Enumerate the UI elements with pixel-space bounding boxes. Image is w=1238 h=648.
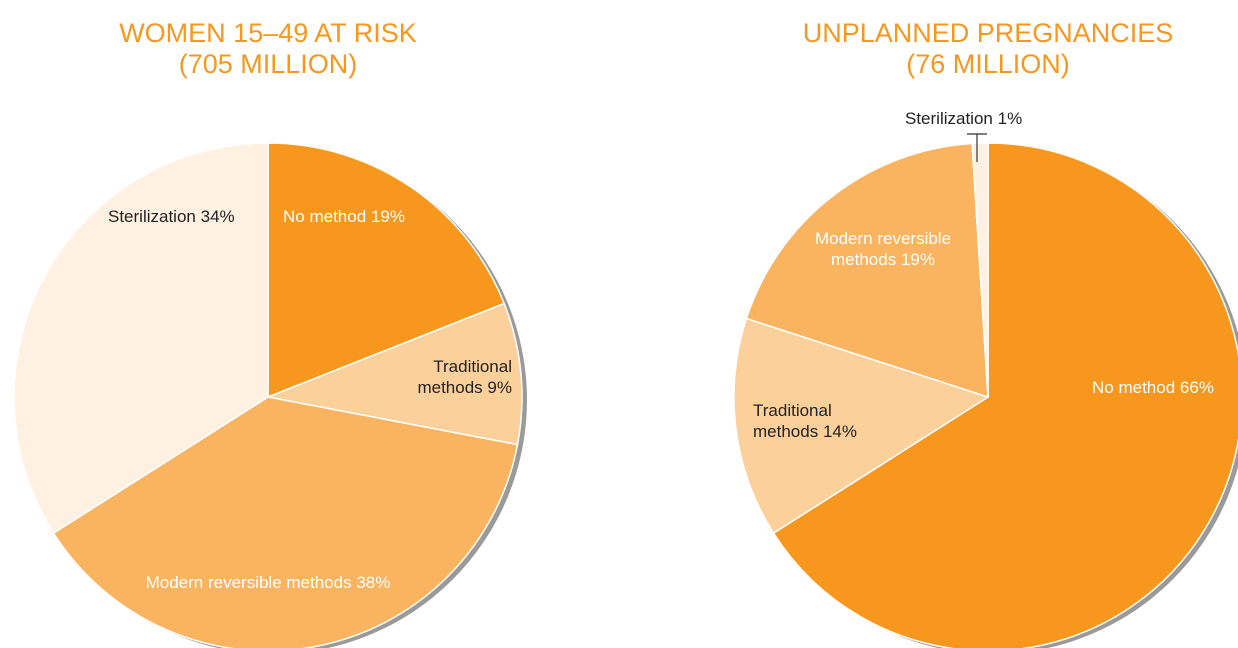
value-label: 34% xyxy=(200,207,235,226)
pie-slice xyxy=(745,142,989,399)
category-label: Traditional methods xyxy=(417,357,512,397)
chart-title: WOMEN 15–49 AT RISK xyxy=(119,18,417,48)
pie-slice xyxy=(267,142,506,399)
slice-label: Sterilization 34% xyxy=(108,206,273,227)
value-label: 19% xyxy=(370,207,405,226)
category-label: No method xyxy=(283,207,367,226)
value-label: 38% xyxy=(356,573,391,592)
category-label: Traditional methods xyxy=(753,401,832,441)
category-label: Sterilization xyxy=(905,109,993,128)
pie-slice xyxy=(971,142,989,398)
value-label: 66% xyxy=(1179,378,1214,397)
category-label: Sterilization xyxy=(108,207,196,226)
slice-label: Modern reversible methods 38% xyxy=(108,572,428,593)
slice-label: Sterilization 1% xyxy=(905,108,1055,129)
pie-slice xyxy=(733,317,990,535)
slice-label: No method 19% xyxy=(283,206,433,227)
value-label: 1% xyxy=(997,109,1023,128)
category-label: Modern reversible methods xyxy=(814,229,952,269)
category-label: Modern reversible methods xyxy=(145,573,352,592)
value-label: 14% xyxy=(822,422,857,441)
pie-slice xyxy=(265,302,523,446)
category-label: No method xyxy=(1092,378,1176,397)
value-label: 9% xyxy=(487,378,512,397)
slice-label: Modern reversible methods 19% xyxy=(803,228,963,270)
slice-label: No method 66% xyxy=(1092,377,1238,398)
pie-slice xyxy=(772,142,1238,648)
slice-label: Traditional methods 9% xyxy=(392,356,512,398)
chart-title: UNPLANNED PREGNANCIES xyxy=(802,18,1174,48)
pie-slice xyxy=(13,142,269,535)
slice-label: Traditional methods 14% xyxy=(753,400,863,442)
chart-subtitle: (705 MILLION) xyxy=(178,49,358,79)
value-label: 19% xyxy=(900,250,935,269)
chart-subtitle: (76 MILLION) xyxy=(906,49,1070,79)
